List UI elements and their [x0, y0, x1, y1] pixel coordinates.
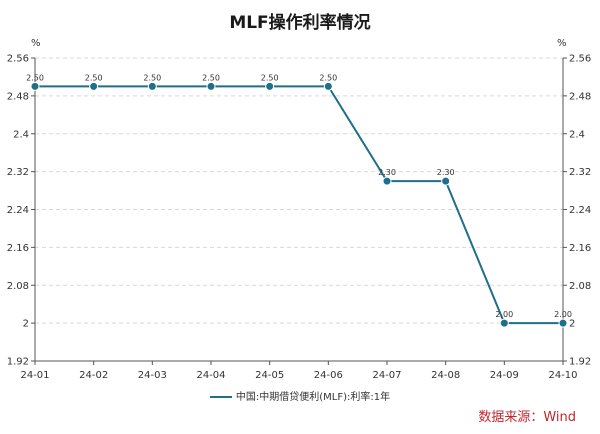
data-point — [147, 81, 157, 91]
y-tick-label-right: 2.48 — [569, 91, 591, 102]
data-point — [206, 81, 216, 91]
series-line — [35, 85, 563, 325]
chart-legend: 中国:中期借贷便利(MLF):利率:1年 — [0, 388, 600, 403]
y-tick-label-left: 2.56 — [7, 54, 29, 65]
x-tick-label: 24-10 — [548, 370, 577, 381]
y-tick-label-left: 2.48 — [7, 91, 29, 102]
x-tick-label: 24-05 — [255, 370, 284, 381]
data-point — [323, 81, 333, 91]
y-tick-label-right: 2.24 — [569, 205, 591, 216]
data-label: 2.30 — [437, 168, 455, 177]
data-source: 数据来源：Wind — [478, 410, 576, 425]
y-tick-label-left: 2.32 — [7, 167, 29, 178]
data-label: 2.50 — [319, 73, 337, 82]
data-point — [382, 176, 392, 186]
data-point — [441, 176, 451, 186]
chart-title: MLF操作利率情况 — [229, 13, 371, 33]
data-point — [30, 81, 40, 91]
data-point — [265, 81, 275, 91]
x-tick-label: 24-02 — [79, 370, 108, 381]
x-tick-label: 24-04 — [196, 370, 225, 381]
data-label: 2.50 — [85, 73, 103, 82]
y-tick-label-left: 2.24 — [7, 205, 29, 216]
legend-swatch — [209, 396, 232, 398]
data-point — [558, 318, 568, 328]
data-label: 2.50 — [26, 73, 44, 82]
data-point — [89, 81, 99, 91]
x-tick-label: 24-06 — [314, 370, 343, 381]
y-tick-label-right: 1.92 — [569, 357, 591, 368]
x-tick-label: 24-08 — [431, 370, 460, 381]
y-tick-label-right: 2 — [569, 319, 575, 330]
left-axis-unit: % — [31, 38, 41, 49]
legend-label: 中国:中期借贷便利(MLF):利率:1年 — [235, 392, 391, 403]
x-tick-label: 24-01 — [20, 370, 49, 381]
data-label: 2.50 — [261, 73, 279, 82]
data-label: 2.30 — [378, 168, 396, 177]
data-label: 2.00 — [554, 310, 572, 319]
data-label: 2.00 — [495, 310, 513, 319]
y-tick-label-left: 1.92 — [7, 357, 29, 368]
right-axis-unit: % — [557, 38, 567, 49]
data-label: 2.50 — [202, 73, 220, 82]
x-tick-label: 24-07 — [372, 370, 401, 381]
y-tick-label-left: 2 — [23, 319, 29, 330]
data-label: 2.50 — [143, 73, 161, 82]
x-tick-label: 24-09 — [490, 370, 519, 381]
y-tick-label-right: 2.56 — [569, 54, 591, 65]
y-tick-label-right: 2.08 — [569, 281, 591, 292]
y-tick-label-right: 2.4 — [569, 129, 585, 140]
data-point — [499, 318, 509, 328]
y-tick-label-left: 2.08 — [7, 281, 29, 292]
y-tick-label-left: 2.16 — [7, 243, 29, 254]
x-tick-label: 24-03 — [138, 370, 167, 381]
y-tick-label-right: 2.32 — [569, 167, 591, 178]
y-tick-label-right: 2.16 — [569, 243, 591, 254]
y-tick-label-left: 2.4 — [13, 129, 29, 140]
